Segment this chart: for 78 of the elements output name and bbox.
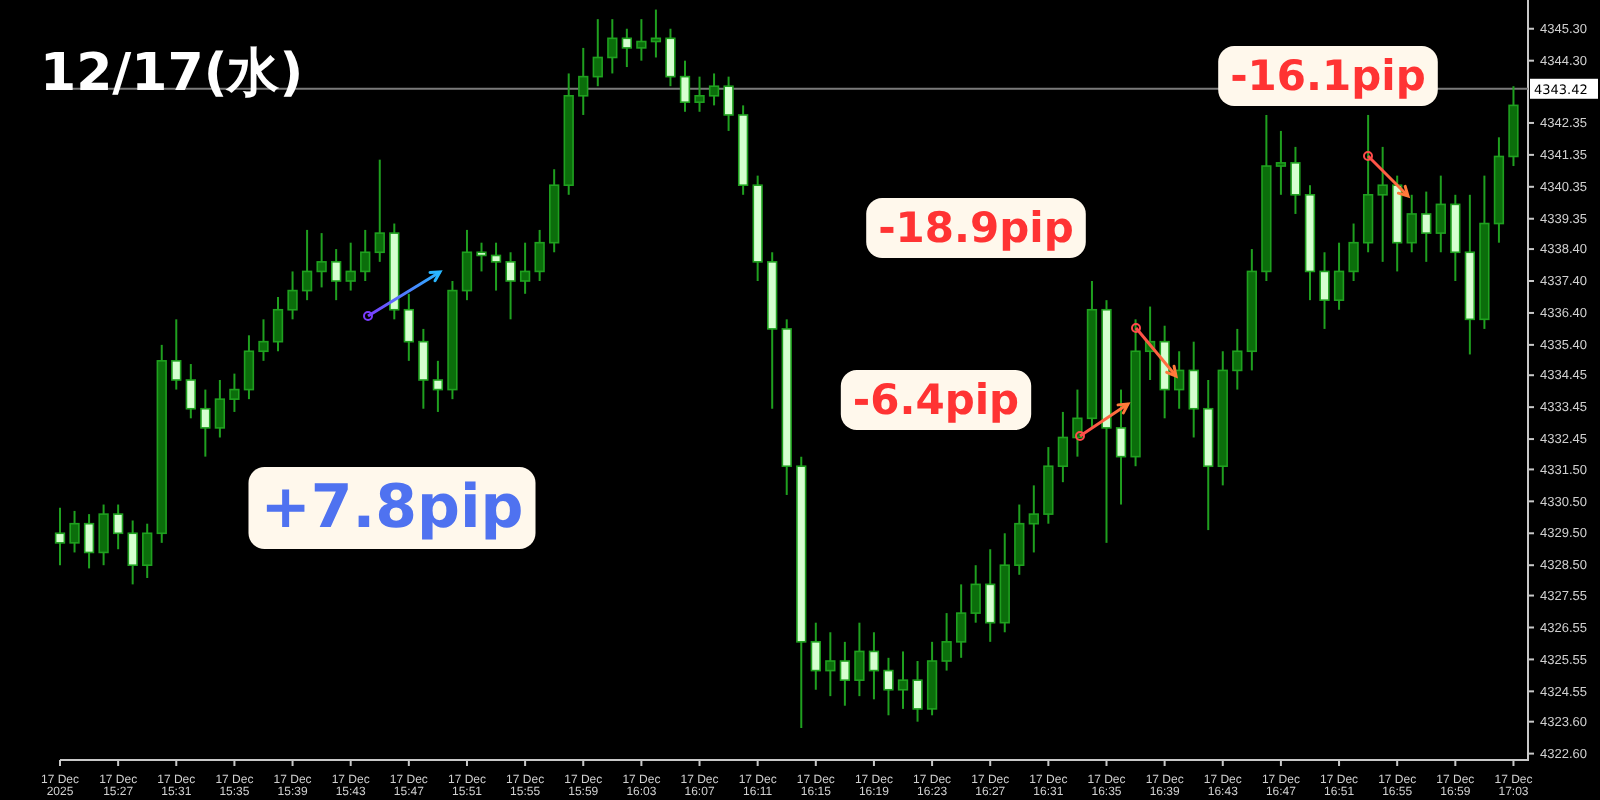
candlestick [810, 621, 821, 691]
candlestick [883, 656, 894, 717]
candlestick [171, 318, 182, 391]
candlestick [374, 158, 385, 263]
candlestick [723, 75, 734, 132]
candlestick [955, 583, 967, 659]
candlestick [142, 522, 153, 579]
candlestick [200, 388, 211, 458]
candlestick [1450, 193, 1461, 283]
candlestick [970, 564, 981, 624]
annotation: +7.8pip [260, 473, 524, 543]
candlestick [854, 621, 865, 698]
candlestick [98, 503, 109, 567]
candlestick [621, 27, 633, 69]
candlestick [534, 228, 545, 283]
candlestick [1043, 446, 1054, 525]
candlestick [301, 228, 313, 302]
candlestick [1319, 251, 1330, 330]
candlestick [941, 612, 952, 672]
candlestick [1377, 145, 1388, 263]
candlestick [418, 327, 429, 410]
candlestick [69, 509, 80, 554]
annotation: -18.9pip [878, 204, 1074, 252]
candlestick [578, 46, 589, 116]
candlestick [505, 251, 516, 321]
candlestick [360, 228, 371, 283]
candlestick [868, 631, 880, 701]
candlestick [607, 18, 618, 75]
candlestick [83, 513, 95, 570]
candlestick [258, 318, 269, 362]
candlestick [1421, 190, 1432, 263]
candlestick [490, 241, 502, 292]
candlestick [272, 295, 284, 353]
candlestick [1435, 174, 1446, 254]
candlestick [461, 228, 473, 302]
candlestick [1362, 113, 1374, 254]
candlestick [912, 660, 923, 723]
candlestick [331, 248, 342, 302]
candlestick [1290, 145, 1301, 215]
candlestick [1348, 222, 1359, 283]
candlestick [1333, 241, 1345, 311]
candlestick [1232, 327, 1243, 391]
candlestick [839, 640, 851, 707]
candlestick [1028, 484, 1039, 554]
candlestick [54, 506, 66, 567]
text: 12/17(水) [40, 44, 304, 104]
candlestick [897, 650, 909, 710]
annotation: -16.1pip [1230, 52, 1426, 100]
candlestick [316, 232, 327, 289]
candlestick [1159, 324, 1170, 420]
candlestick [679, 59, 691, 113]
candlestick [476, 241, 487, 273]
candlestick [1014, 503, 1025, 576]
candlestick [926, 640, 938, 717]
candlestick [432, 359, 444, 413]
candlestick [403, 292, 414, 362]
candlestick [519, 241, 531, 295]
candlestick [185, 363, 196, 420]
candlestick [345, 241, 356, 292]
candlestick [1406, 193, 1417, 254]
candlestick [708, 72, 720, 107]
candlestick [592, 18, 603, 88]
annotation: -6.4pip [852, 376, 1020, 424]
candlestick [825, 631, 836, 698]
candlestick [1188, 340, 1199, 439]
candlestick [229, 372, 240, 413]
candlestick [112, 503, 124, 551]
candlestick [694, 75, 705, 113]
candlestick [1057, 410, 1069, 484]
candlestick [1115, 388, 1127, 506]
candlestick [127, 519, 138, 586]
candlestick [243, 334, 255, 401]
candlestick [985, 548, 996, 643]
candlestick [1275, 129, 1287, 196]
candlestick [287, 270, 298, 321]
candlestick [636, 18, 647, 62]
candlestick [214, 379, 226, 439]
candlestick [665, 27, 676, 88]
